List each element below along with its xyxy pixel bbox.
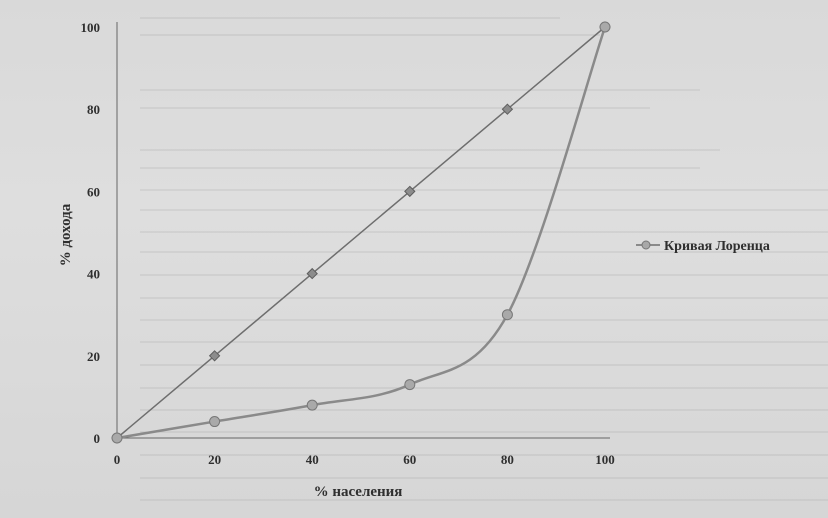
y-tick-label: 0 xyxy=(94,431,101,446)
legend-label: Кривая Лоренца xyxy=(664,239,770,254)
data-point xyxy=(111,432,123,444)
data-point xyxy=(501,309,513,321)
y-tick-label: 40 xyxy=(87,267,100,282)
x-tick-label: 0 xyxy=(114,452,121,467)
data-point xyxy=(208,350,221,362)
equality-line xyxy=(116,26,606,439)
y-tick-labels: 0 20 40 60 80 100 xyxy=(81,20,101,446)
data-point xyxy=(599,21,611,33)
y-tick-label: 80 xyxy=(87,102,100,117)
y-tick-label: 60 xyxy=(87,184,100,199)
series-layer xyxy=(111,21,611,444)
data-point xyxy=(306,267,318,280)
data-point xyxy=(306,399,318,411)
y-tick-label: 100 xyxy=(81,20,101,35)
x-tick-labels: 0 20 40 60 80 100 xyxy=(114,452,615,467)
y-axis-title: % дохода xyxy=(58,203,74,266)
data-point xyxy=(404,185,416,198)
x-tick-label: 60 xyxy=(403,452,416,467)
x-tick-label: 20 xyxy=(208,452,221,467)
axes xyxy=(116,22,610,439)
lorenz-curve-series xyxy=(111,21,611,444)
data-point xyxy=(501,103,514,115)
legend-marker xyxy=(641,240,651,250)
legend: Кривая Лоренца xyxy=(636,239,770,254)
x-tick-label: 80 xyxy=(501,452,514,467)
equality-line-series xyxy=(111,21,611,444)
x-axis-title: % населения xyxy=(314,484,403,500)
x-tick-label: 40 xyxy=(306,452,319,467)
data-point xyxy=(209,416,221,428)
data-point xyxy=(404,379,416,391)
x-tick-label: 100 xyxy=(595,452,615,467)
y-tick-label: 20 xyxy=(87,349,100,364)
